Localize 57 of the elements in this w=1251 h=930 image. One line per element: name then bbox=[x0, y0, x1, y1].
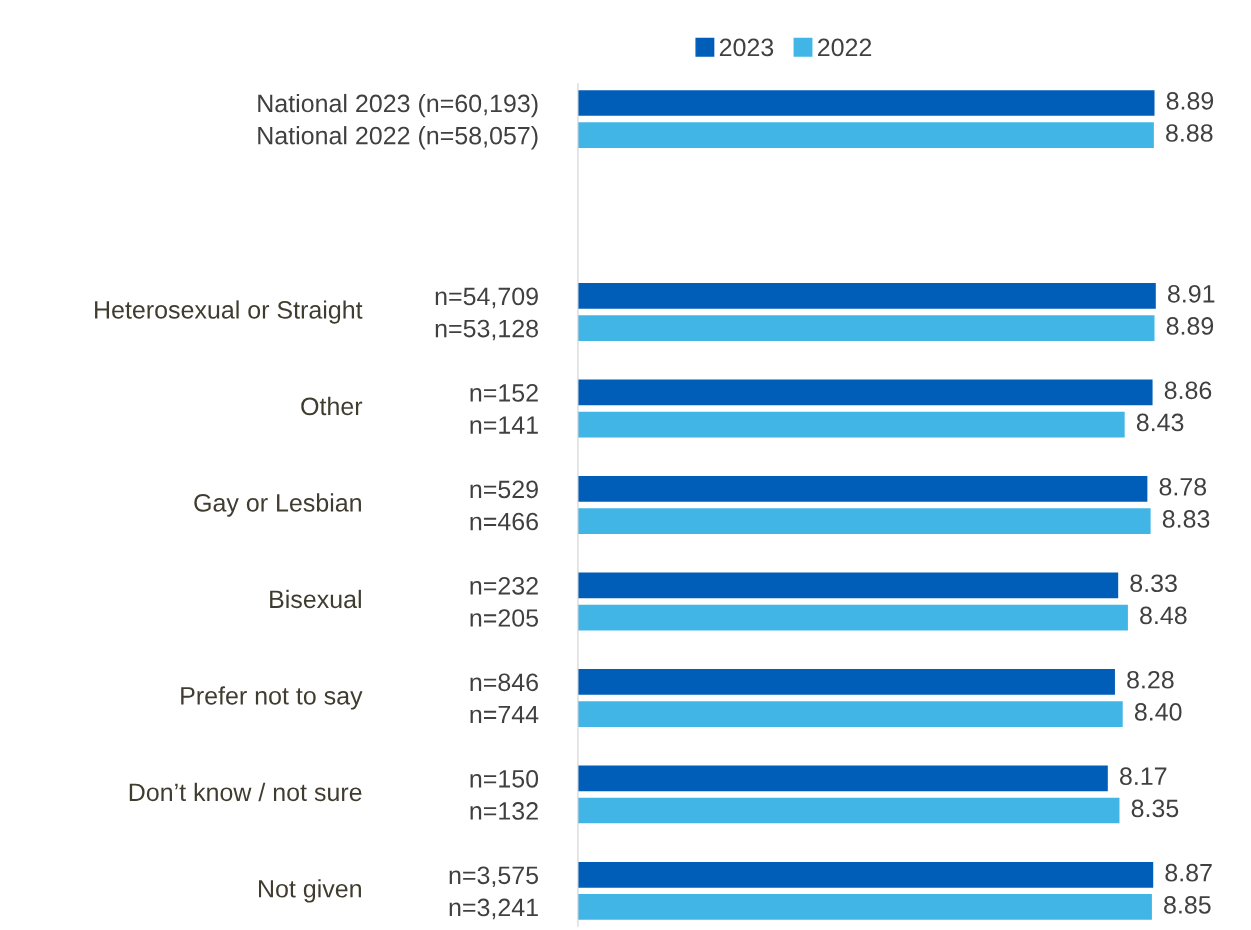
data-label: 8.35 bbox=[1131, 799, 1179, 818]
text: Gay or Lesbian bbox=[194, 493, 361, 517]
y-tick-label: n=132 bbox=[470, 802, 538, 820]
bar bbox=[577, 669, 1115, 695]
text: Other bbox=[301, 396, 363, 416]
bar bbox=[577, 508, 1151, 534]
bar bbox=[577, 797, 1120, 824]
data-label: 8.78 bbox=[1159, 477, 1207, 496]
y-tick-label: n=54,709 bbox=[435, 287, 538, 309]
data-label: 8.48 bbox=[1140, 606, 1187, 625]
data-label: 8.43 bbox=[1136, 413, 1184, 432]
text: Don’t know / not sure bbox=[129, 782, 362, 802]
data-label: 8.40 bbox=[1134, 703, 1182, 721]
y-tick-label: n=466 bbox=[470, 512, 538, 531]
data-label: 8.33 bbox=[1130, 574, 1177, 593]
bar bbox=[577, 315, 1155, 341]
data-label: 8.88 bbox=[1166, 124, 1213, 142]
bar bbox=[577, 861, 1154, 888]
data-label: 8.86 bbox=[1164, 381, 1212, 400]
data-label: 8.85 bbox=[1164, 895, 1211, 914]
bar bbox=[577, 122, 1154, 149]
data-label: 8.89 bbox=[1166, 317, 1214, 335]
bar bbox=[577, 283, 1156, 309]
y-tick-label: National 2023 (n=60,193) bbox=[258, 93, 538, 118]
y-tick-label: n=3,575 bbox=[449, 866, 539, 888]
bar bbox=[577, 411, 1125, 438]
data-label: 8.89 bbox=[1166, 92, 1214, 110]
y-tick-label: n=53,128 bbox=[435, 319, 538, 341]
y-tick-label: n=744 bbox=[470, 705, 539, 724]
y-tick-label: n=846 bbox=[470, 673, 538, 692]
y-tick-label: n=3,241 bbox=[449, 898, 538, 920]
bar bbox=[577, 894, 1152, 920]
data-label: 8.17 bbox=[1120, 767, 1167, 786]
y-tick-label: n=232 bbox=[470, 576, 538, 595]
y-tick-label: n=529 bbox=[470, 480, 538, 499]
legend-label: 2023 bbox=[719, 38, 774, 57]
bar bbox=[577, 765, 1108, 792]
text: Prefer not to say bbox=[181, 686, 363, 710]
bar bbox=[577, 90, 1155, 116]
bar bbox=[577, 701, 1123, 727]
data-label: 8.28 bbox=[1127, 670, 1174, 689]
bar bbox=[577, 476, 1148, 502]
legend-label: 2022 bbox=[818, 38, 872, 57]
text: Heterosexual or Straight bbox=[95, 300, 363, 324]
bar bbox=[577, 379, 1153, 406]
data-label: 8.87 bbox=[1165, 863, 1212, 882]
y-tick-label: n=150 bbox=[470, 769, 539, 788]
y-tick-label: National 2022 (n=58,057) bbox=[258, 126, 538, 150]
text: Bisexual bbox=[270, 589, 361, 609]
y-tick-label: n=141 bbox=[470, 416, 538, 434]
text: Not given bbox=[259, 879, 361, 903]
data-label: 8.83 bbox=[1162, 510, 1210, 528]
bar bbox=[577, 572, 1119, 599]
data-label: 8.91 bbox=[1168, 284, 1215, 303]
y-tick-label: n=152 bbox=[470, 384, 538, 402]
bar bbox=[577, 604, 1128, 631]
y-tick-label: n=205 bbox=[470, 609, 539, 627]
